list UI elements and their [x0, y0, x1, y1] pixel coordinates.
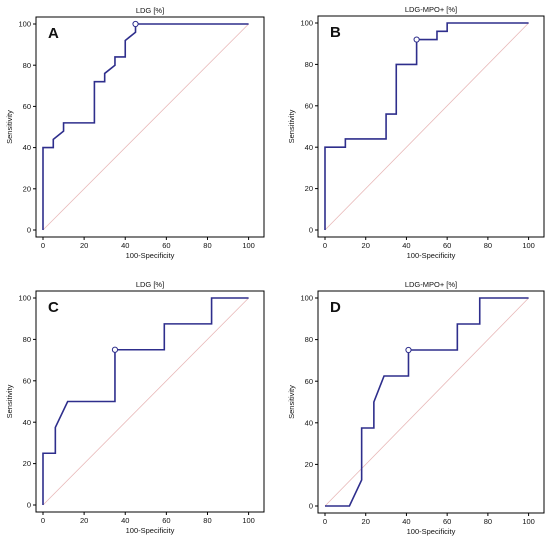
x-tick-label: 0 [323, 517, 327, 526]
plot-frame [317, 290, 545, 514]
x-tick-label: 40 [402, 517, 410, 526]
x-tick-label: 80 [203, 516, 211, 525]
roc-curve-line [42, 23, 249, 230]
x-tick-label: 100 [522, 241, 535, 250]
y-tick-label: 80 [305, 335, 313, 344]
y-tick-label: 100 [18, 294, 31, 303]
y-tick-label: 100 [18, 20, 31, 29]
y-tick-label: 40 [23, 143, 31, 152]
x-tick-label: 40 [121, 516, 129, 525]
x-tick-label: 20 [362, 241, 370, 250]
plot-frame [317, 15, 545, 238]
roc-panel-b: 0 20 40 60 80 100 0 20 40 60 80 100 LDG-MPO+ [%] B 100… [287, 5, 545, 260]
y-axis-label: Sensitivity [287, 385, 296, 419]
y-tick-label: 60 [23, 102, 31, 111]
chart-title: LDG-MPO+ [%] [405, 5, 457, 14]
x-tick-label: 20 [80, 516, 88, 525]
y-axis-label: Sensitivity [5, 110, 14, 144]
y-tick-label: 40 [305, 143, 313, 152]
y-tick-label: 60 [305, 101, 313, 110]
x-tick-label: 100 [242, 241, 255, 250]
y-tick-label: 60 [305, 377, 313, 386]
diagonal-reference-line [324, 22, 529, 231]
y-axis-label: Sensitivity [287, 109, 296, 143]
panel-letter: B [330, 24, 341, 41]
y-tick-label: 100 [300, 294, 313, 303]
y-tick-label: 0 [27, 226, 31, 235]
y-tick-label: 40 [23, 418, 31, 427]
roc-panel-c: 0 20 40 60 80 100 0 20 40 60 80 100 LDG [%] C 100-Spec… [5, 280, 265, 535]
x-tick-label: 100 [522, 517, 535, 526]
y-tick-label: 20 [305, 460, 313, 469]
chart-title: LDG-MPO+ [%] [405, 280, 457, 289]
y-tick-label: 0 [309, 502, 313, 511]
y-tick-label: 20 [305, 184, 313, 193]
plot-frame [35, 16, 265, 238]
cut-point-marker [111, 346, 119, 353]
x-tick-label: 80 [203, 241, 211, 250]
chart-title: LDG [%] [136, 6, 164, 15]
roc-curve-line [42, 297, 249, 505]
diagonal-reference-line [42, 23, 249, 231]
y-tick-label: 20 [23, 184, 31, 193]
x-tick-label: 20 [362, 517, 370, 526]
panel-letter: A [48, 25, 59, 42]
plot-frame [35, 290, 265, 513]
diagonal-reference-line [324, 297, 529, 507]
x-axis-label: 100-Specificity [126, 526, 175, 535]
x-tick-label: 80 [484, 517, 492, 526]
panel-letter: C [48, 299, 59, 316]
x-tick-label: 40 [121, 241, 129, 250]
cut-point-marker [405, 346, 412, 354]
x-tick-label: 0 [41, 516, 45, 525]
roc-panel-a: 0 20 40 60 80 100 0 20 40 60 80 100 LDG [%] A 100-Spec… [5, 6, 265, 260]
y-tick-label: 80 [305, 60, 313, 69]
x-tick-label: 100 [242, 516, 255, 525]
y-tick-label: 80 [23, 61, 31, 70]
diagonal-reference-line [42, 297, 249, 506]
x-tick-label: 0 [41, 241, 45, 250]
x-tick-label: 0 [323, 241, 327, 250]
roc-panel-d: 0 20 40 60 80 100 0 20 40 60 80 100 LDG-MPO+ [%] D 100… [287, 280, 545, 536]
cut-point-marker [132, 20, 139, 28]
panel-letter: D [330, 299, 341, 316]
x-tick-label: 40 [402, 241, 410, 250]
y-tick-label: 0 [27, 501, 31, 510]
y-axis-label: Sensitivity [5, 384, 14, 418]
y-tick-label: 40 [305, 418, 313, 427]
y-tick-label: 60 [23, 376, 31, 385]
x-tick-label: 20 [80, 241, 88, 250]
cut-point-marker [413, 36, 420, 43]
x-tick-label: 80 [484, 241, 492, 250]
x-axis-label: 100-Specificity [126, 251, 175, 260]
y-tick-label: 100 [300, 19, 313, 28]
x-tick-label: 60 [443, 241, 451, 250]
x-tick-label: 60 [162, 241, 170, 250]
roc-curve-line [325, 297, 529, 507]
y-tick-label: 80 [23, 335, 31, 344]
chart-title: LDG [%] [136, 280, 164, 289]
x-axis-label: 100-Specificity [407, 527, 456, 536]
y-tick-label: 0 [309, 226, 313, 235]
x-tick-label: 60 [162, 516, 170, 525]
roc-curve-line [324, 22, 529, 230]
y-tick-label: 20 [23, 459, 31, 468]
x-tick-label: 60 [443, 517, 451, 526]
x-axis-label: 100-Specificity [407, 251, 456, 260]
